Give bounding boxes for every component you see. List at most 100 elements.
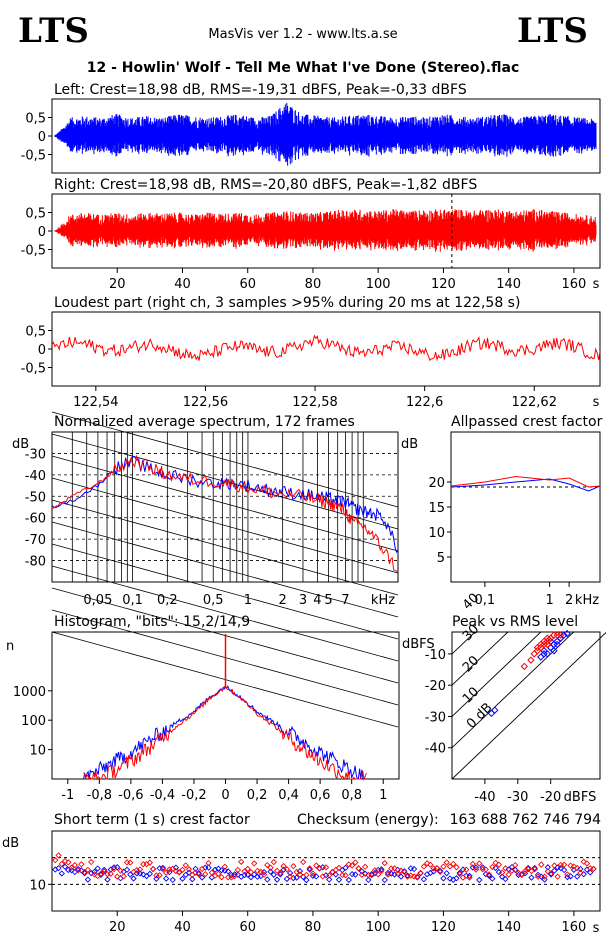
loudest-part-xtick-label: 122,54 [73,395,119,410]
short-crest-point-right [65,859,72,866]
short-crest-point-left [391,871,398,878]
short-crest-point-right [450,860,457,868]
short-crest-point-left [453,875,460,882]
short-crest-point-left [544,864,551,871]
short-crest-point-right [264,861,271,869]
spectrum-xtick-label: 5 [324,593,332,608]
histogram-xtick-label: 0,2 [247,788,268,803]
short-crest-point-right [427,861,434,868]
short-crest-point-left [502,875,509,883]
left-waveform-ytick-label: -0,5 [21,149,46,164]
short-crest-point-right [521,868,529,875]
short-crest-point-right [355,865,362,872]
right-waveform-xtick-label: 60 [239,277,256,292]
loudest-part-signal [51,334,601,362]
left-waveform-ytick-label: 0 [38,130,46,145]
crest-series-right [450,475,601,488]
short-crest-point-right [414,873,421,880]
short-crest-xtick-label: 120 [431,920,456,935]
short-crest-point-left [456,869,463,877]
spectrum-slope-line [51,411,399,508]
short-crest-point-right [107,870,114,877]
short-crest-point-left [326,876,333,883]
histogram-ytick-label: 1000 [13,685,46,700]
short-crest-point-right [459,874,467,881]
right-waveform-xtick-label: 120 [431,277,456,292]
short-crest-point-left [466,872,473,880]
peak-rms-xtick-label: -30 [507,790,528,805]
short-crest-point-right [182,862,189,869]
short-crest-point-left [303,876,310,884]
spectrum-ytick-label: -40 [25,469,46,484]
short-crest-point-right [485,871,493,878]
short-crest-xtick-label: 20 [109,920,126,935]
histogram-xtick-label: 0 [221,788,229,803]
histogram-ytick-label: 100 [21,714,46,729]
spectrum-slope-line [51,455,399,552]
short-crest-point-left [293,874,300,881]
short-crest-point-right [260,871,268,878]
short-crest-ylabel: dB [2,836,19,851]
short-crest-point-left [551,867,558,874]
short-crest-xtick-label: 140 [496,920,521,935]
crest-frame [450,431,601,583]
short-crest-point-right [348,862,356,869]
short-crest-point-right [198,865,206,873]
right-waveform-signal [53,209,597,252]
peak-rms-point-left [563,629,571,638]
spectrum-xtick-label: 0,5 [203,593,224,608]
peak-rms-crest-label: 20 [460,653,482,675]
short-crest-point-right [313,862,320,869]
peak-rms-point-left [540,650,548,658]
right-waveform-ytick-label: 0,5 [25,207,46,222]
short-crest-point-left [348,870,356,878]
short-crest-point-right [153,872,160,879]
right-waveform-ytick-label: 0 [38,225,46,240]
histogram-xtick-label: -0,6 [118,788,143,803]
short-crest-point-right [590,865,597,873]
short-crest-point-left [195,869,202,877]
short-crest-point-right [391,865,398,872]
short-crest-point-right [534,873,542,880]
short-crest-frame [51,830,601,912]
short-crest-point-right [583,860,591,867]
histogram-xtick-label: 1 [379,788,387,803]
lts-logo-left: LTS [18,11,89,51]
spectrum-slope-line [51,521,399,618]
short-crest-point-right [567,862,574,869]
right-waveform-title: Right: Crest=18,98 dB, RMS=-20,80 dBFS, … [54,177,478,193]
peak-rms-point-left [543,650,552,658]
short-crest-point-right [502,865,509,872]
short-crest-point-left [443,870,450,877]
short-crest-point-left [205,864,212,871]
short-crest-point-right [322,864,330,871]
spectrum-xtick-label: 0,1 [122,593,143,608]
short-crest-point-right [78,861,85,868]
spectrum-xtick-label: 4 [313,593,321,608]
crest-factor-title: Allpassed crest factor [451,414,603,430]
peak-rms-point-right [537,640,545,649]
short-crest-point-right [476,860,483,867]
crest-xtick-label: 0,1 [475,593,496,608]
short-crest-point-right [221,863,229,870]
short-crest-point-right [300,858,307,866]
short-crest-point-left [407,865,414,872]
short-crest-point-right [417,869,424,877]
short-crest-point-right [163,869,170,876]
short-crest-point-left [495,868,503,876]
short-crest-point-left [94,865,101,872]
short-crest-point-right [554,873,561,880]
short-crest-point-left [117,875,124,882]
short-crest-point-left [345,876,352,884]
spectrum-slope-line [51,477,399,574]
short-crest-point-right [430,865,437,872]
short-crest-point-left [538,873,545,880]
peak-rms-xtick-label: -40 [474,790,495,805]
short-crest-point-right [52,857,59,864]
short-crest-point-right [463,866,470,873]
short-crest-xtick-label: 40 [174,920,191,935]
loudest-part-xunit: s [593,395,600,410]
short-crest-point-left [283,875,290,883]
short-crest-point-left [574,873,581,880]
